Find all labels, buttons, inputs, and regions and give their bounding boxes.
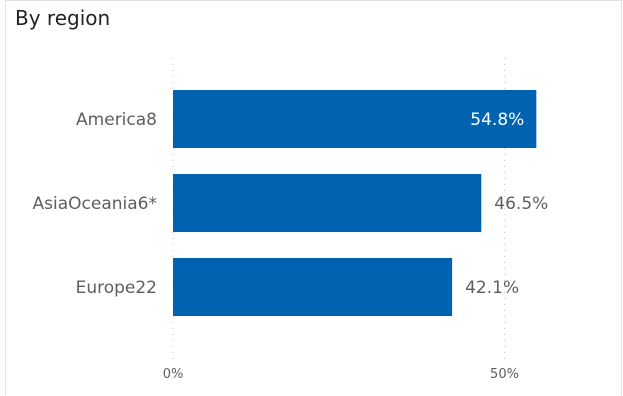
category-label: AsiaOceania6*: [33, 194, 157, 214]
category-label: Europe22: [76, 278, 157, 298]
bar[interactable]: [173, 258, 453, 316]
x-tick-label: 50%: [490, 367, 519, 382]
card-border: [5, 0, 622, 395]
x-axis-ticks: 0% 50%: [163, 367, 519, 382]
data-label: 54.8%: [470, 110, 524, 130]
labels: America8 54.8% AsiaOceania6* 46.5% Europe22 4…: [33, 110, 549, 298]
bars: [173, 90, 537, 316]
chart-title: By region: [15, 6, 111, 30]
x-tick-label: 0%: [163, 367, 184, 382]
bar[interactable]: [173, 174, 482, 232]
category-label: America8: [76, 110, 157, 130]
bar[interactable]: [173, 90, 537, 148]
data-label: 42.1%: [465, 278, 519, 298]
data-label: 46.5%: [494, 194, 548, 214]
